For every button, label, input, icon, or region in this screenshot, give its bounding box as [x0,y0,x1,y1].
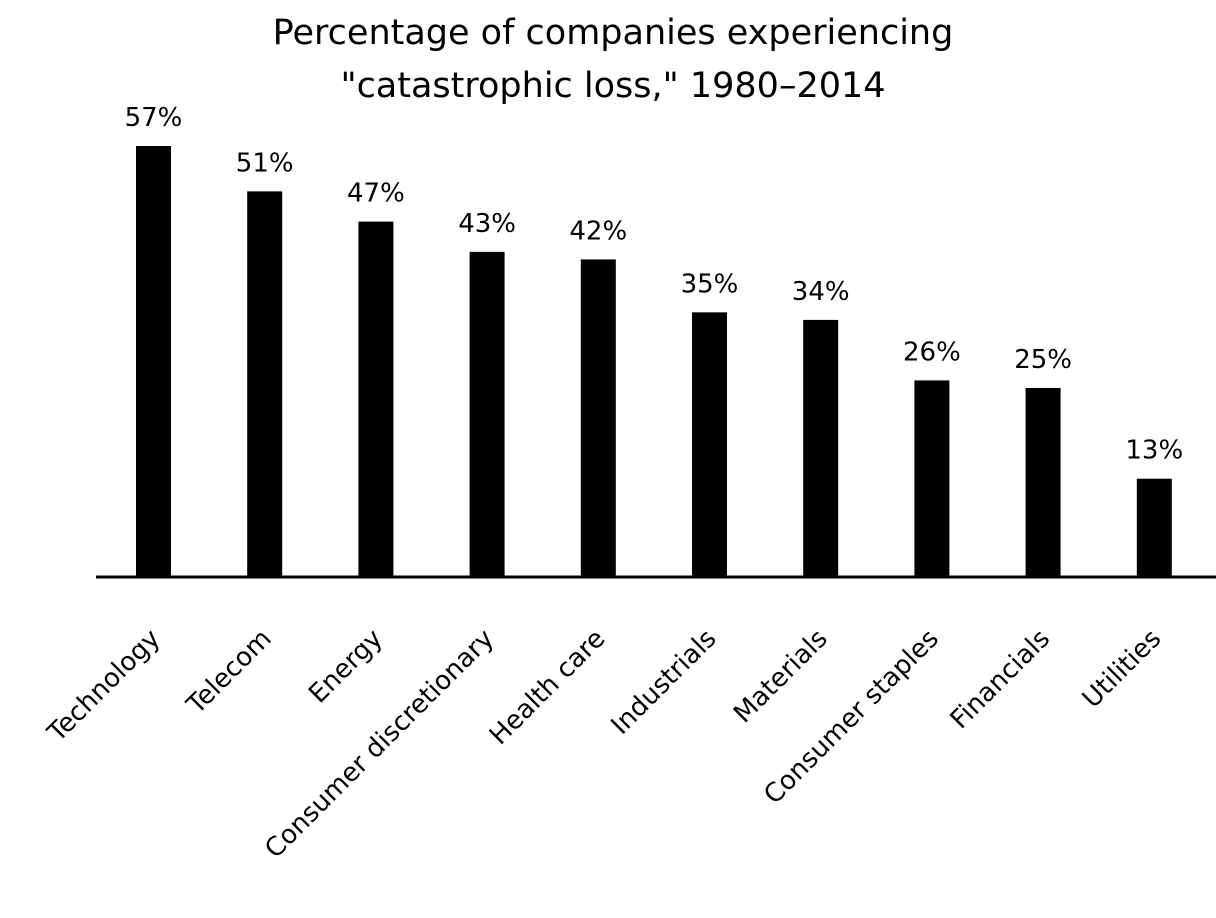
bar-9 [1136,478,1172,577]
bar-6 [803,319,839,577]
value-label-2: 47% [347,179,405,209]
bar-3 [469,251,505,577]
x-tick-label-3: Consumer discretionary [259,624,500,865]
bar-1 [247,191,283,578]
value-label-9: 13% [1125,436,1183,466]
x-tick-label-6: Materials [728,624,833,729]
bars-group [136,146,1172,578]
value-label-7: 26% [903,337,961,367]
value-label-6: 34% [792,277,850,307]
value-label-1: 51% [236,148,294,178]
value-label-5: 35% [681,269,739,299]
x-tick-label-5: Industrials [605,624,722,741]
bar-7 [914,380,950,577]
x-tick-label-1: Telecom [181,624,278,721]
x-tick-label-9: Utilities [1077,624,1167,714]
value-label-0: 57% [125,103,183,133]
chart-title-line-1: Percentage of companies experiencing [273,13,954,53]
bar-2 [358,221,394,578]
x-tick-label-8: Financials [945,624,1056,735]
bar-0 [136,146,171,577]
x-tick-label-2: Energy [303,624,389,710]
chart-title-line-2: "catastrophic loss," 1980–2014 [340,66,885,106]
x-tick-label-0: Technology [42,624,167,749]
value-label-8: 25% [1014,345,1072,375]
value-labels-group: 57% 51% 47% 43% 42% 35% 34% 26% 25% 13% [125,103,1184,466]
bar-4 [580,259,616,577]
value-label-4: 42% [569,216,627,246]
x-tick-label-4: Health care [484,624,611,751]
bar-5 [692,312,727,577]
value-label-3: 43% [458,209,516,239]
bar-8 [1025,387,1061,577]
